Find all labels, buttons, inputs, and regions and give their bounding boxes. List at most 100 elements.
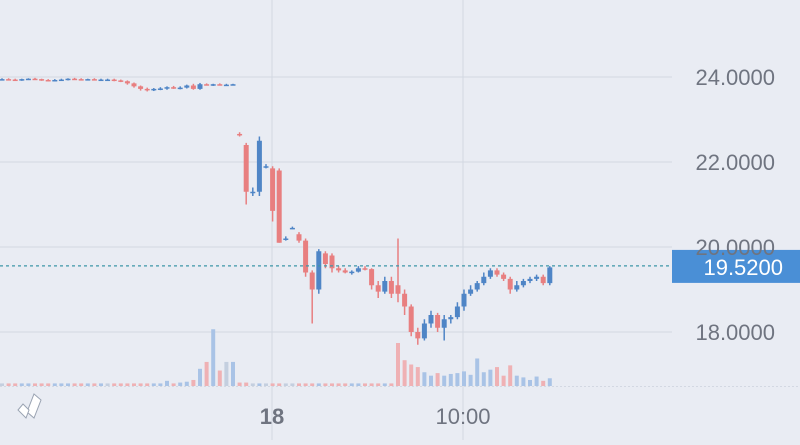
volume-bar-43 — [283, 383, 288, 386]
candle-body-75 — [494, 270, 500, 275]
candle-body-82 — [540, 276, 546, 284]
candle-body-77 — [507, 278, 513, 290]
candle-body-59 — [388, 281, 394, 294]
volume-bar-21 — [138, 383, 143, 386]
volume-bar-40 — [264, 383, 268, 386]
volume-bar-30 — [198, 368, 202, 386]
candle-body-32 — [210, 84, 216, 86]
price-tag — [672, 249, 800, 283]
candle-body-17 — [111, 79, 117, 82]
candle-body-31 — [204, 84, 210, 86]
candle-body-58 — [382, 281, 388, 292]
candle-body-51 — [336, 268, 342, 271]
candle-body-50 — [329, 255, 335, 269]
volume-bars — [0, 329, 552, 386]
volume-bar-64 — [422, 372, 427, 386]
candle-body-69 — [454, 306, 460, 318]
brand-logo-icon — [17, 393, 42, 419]
volume-bar-67 — [442, 375, 447, 386]
volume-bar-58 — [382, 383, 387, 386]
volume-bar-57 — [376, 383, 381, 386]
candle-body-47 — [309, 272, 315, 290]
candle-body-67 — [441, 319, 447, 328]
candle-body-60 — [395, 285, 401, 294]
volume-bar-1 — [6, 383, 11, 386]
volume-bar-6 — [39, 383, 44, 386]
volume-bar-72 — [475, 358, 480, 386]
volume-bar-60 — [396, 343, 400, 386]
candle-body-4 — [25, 78, 31, 81]
candle-body-43 — [283, 238, 289, 240]
candle-body-24 — [157, 88, 163, 90]
candle-body-7 — [45, 79, 51, 82]
candle-body-41 — [270, 168, 276, 211]
candle-body-14 — [91, 79, 97, 81]
volume-bar-68 — [448, 373, 453, 386]
volume-bar-56 — [369, 383, 374, 386]
candle-body-34 — [223, 84, 229, 87]
candle-body-70 — [461, 293, 467, 307]
volume-bar-36 — [237, 382, 242, 386]
volume-bar-15 — [99, 383, 103, 386]
volume-bar-17 — [112, 383, 117, 386]
candle-body-65 — [428, 315, 434, 324]
volume-bar-35 — [231, 361, 235, 386]
volume-bar-7 — [46, 383, 51, 386]
volume-bar-23 — [151, 383, 156, 386]
candle-body-56 — [369, 269, 375, 286]
volume-bar-69 — [455, 373, 460, 386]
candle-body-12 — [78, 79, 84, 81]
volume-bar-75 — [495, 367, 499, 386]
candle-body-3 — [19, 79, 25, 81]
volume-bar-74 — [488, 369, 493, 386]
volume-bar-3 — [19, 383, 24, 386]
volume-bar-63 — [415, 367, 420, 386]
candle-body-46 — [303, 240, 309, 273]
volume-bar-76 — [501, 375, 506, 386]
x-tick-label-0: 18 — [260, 404, 284, 429]
volume-bar-26 — [171, 383, 176, 386]
candle-body-25 — [164, 87, 170, 89]
volume-bar-9 — [59, 383, 64, 386]
volume-bar-62 — [409, 364, 414, 386]
candle-body-19 — [124, 81, 130, 84]
candle-body-79 — [520, 281, 526, 286]
candle-body-28 — [184, 85, 190, 88]
volume-bar-82 — [541, 380, 546, 386]
candle-body-72 — [474, 283, 480, 290]
volume-bar-4 — [26, 383, 31, 386]
candle-body-22 — [144, 88, 150, 91]
volume-bar-28 — [184, 381, 189, 386]
candle-body-1 — [6, 79, 12, 81]
volume-bar-16 — [105, 383, 110, 386]
volume-bar-24 — [158, 383, 163, 386]
volume-bar-8 — [52, 383, 57, 386]
candle-body-21 — [138, 86, 144, 89]
candle-body-61 — [402, 293, 408, 307]
volume-bar-47 — [310, 383, 315, 386]
y-tick-label-0: 24.0000 — [695, 65, 775, 90]
volume-bar-25 — [165, 380, 169, 386]
volume-bar-22 — [145, 383, 150, 386]
volume-bar-54 — [356, 383, 361, 386]
candle-body-0 — [0, 79, 5, 81]
candle-body-74 — [487, 270, 493, 277]
volume-bar-44 — [290, 383, 295, 386]
candle-body-40 — [263, 166, 269, 168]
volume-bar-13 — [85, 383, 90, 386]
volume-bar-39 — [257, 383, 262, 386]
volume-bar-61 — [402, 360, 407, 386]
volume-bar-55 — [363, 383, 367, 386]
volume-bar-14 — [92, 383, 97, 386]
volume-bar-41 — [270, 383, 275, 386]
candle-body-73 — [481, 276, 487, 284]
candle-body-80 — [527, 278, 533, 281]
candle-body-9 — [58, 79, 64, 82]
candle-body-68 — [448, 317, 454, 320]
candle-body-29 — [190, 85, 196, 89]
volume-bar-83 — [547, 378, 552, 386]
volume-bar-19 — [125, 383, 130, 386]
volume-bar-79 — [521, 377, 526, 386]
